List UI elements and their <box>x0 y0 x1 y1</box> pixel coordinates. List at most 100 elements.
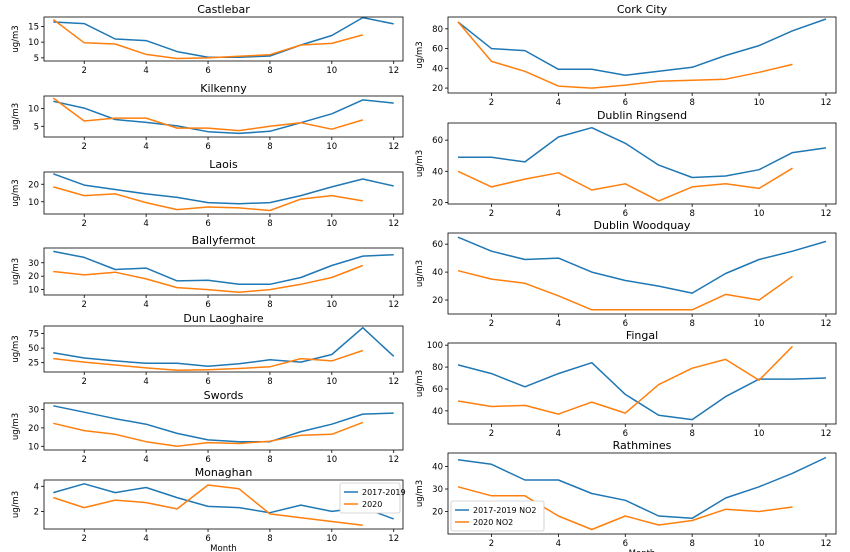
series-line-0 <box>53 326 395 367</box>
plot-frame <box>43 171 404 215</box>
series-line-0 <box>53 405 394 443</box>
legend: 2017-2019 2020 <box>339 482 406 514</box>
x-tick-label: 10 <box>326 534 337 544</box>
x-tick-label: 2 <box>82 534 87 544</box>
y-tick-label: 20 <box>432 508 443 518</box>
x-tick-label: 6 <box>623 209 628 219</box>
panel-dun-laoghaire: Dun Laoghaire 2 4 6 8 10 12 25 50 75 ug/m3 <box>11 312 404 387</box>
x-tick-label: 4 <box>143 219 148 229</box>
x-axis-label: Month <box>210 544 237 552</box>
x-tick-label: 2 <box>82 300 87 310</box>
x-tick-label: 2 <box>489 429 494 439</box>
x-tick-label: 4 <box>143 534 148 544</box>
x-tick-label: 2 <box>489 98 494 108</box>
x-tick-label: 4 <box>143 142 148 152</box>
panel-monaghan: Monaghan 2 4 6 8 10 12 2 4 ug/m3 Month 2017-2019 202… <box>11 466 406 552</box>
series-line-1 <box>457 21 793 89</box>
x-tick-label: 8 <box>689 539 694 549</box>
y-tick-label: 60 <box>432 136 443 146</box>
y-axis-label: ug/m3 <box>11 258 21 285</box>
y-tick-label: 40 <box>432 64 443 74</box>
legend-label-1: 2020 <box>362 500 382 509</box>
x-tick-label: 12 <box>821 319 832 329</box>
series-line-0 <box>53 16 394 58</box>
x-tick-label: 2 <box>489 539 494 549</box>
x-tick-label: 6 <box>205 377 210 387</box>
y-axis-label: ug/m3 <box>415 480 425 507</box>
series-line-1 <box>457 167 793 202</box>
x-tick-label: 6 <box>205 534 210 544</box>
x-tick-label: 4 <box>143 300 148 310</box>
x-tick-label: 8 <box>267 377 272 387</box>
x-tick-label: 10 <box>326 455 337 465</box>
panel-title: Dublin Woodquay <box>594 219 691 232</box>
x-tick-label: 12 <box>821 209 832 219</box>
panel-laois: Laois 2 4 6 8 10 12 10 20 ug/m3 <box>11 158 404 229</box>
y-tick-label: 20 <box>432 84 443 94</box>
y-axis-label: ug/m3 <box>11 335 21 362</box>
y-tick-label: 80 <box>432 363 443 373</box>
series-line-0 <box>53 250 394 286</box>
series-line-1 <box>52 97 364 132</box>
y-tick-label: 4 <box>34 482 39 492</box>
x-tick-label: 6 <box>623 319 628 329</box>
y-tick-label: 20 <box>28 424 39 434</box>
y-axis-label: ug/m3 <box>415 150 425 177</box>
x-tick-label: 6 <box>205 142 210 152</box>
panel-title: Monaghan <box>195 466 253 479</box>
y-axis-label: ug/m3 <box>415 260 425 287</box>
x-tick-label: 6 <box>205 66 210 76</box>
x-tick-label: 12 <box>388 219 399 229</box>
x-tick-label: 2 <box>82 142 87 152</box>
y-tick-label: 10 <box>28 38 39 48</box>
y-tick-label: 40 <box>432 463 443 473</box>
x-tick-label: 4 <box>143 377 148 387</box>
legend-label-1: 2020 NO2 <box>473 518 513 527</box>
series-line-0 <box>457 236 827 294</box>
x-tick-label: 10 <box>326 142 337 152</box>
x-tick-label: 4 <box>556 98 561 108</box>
plot-frame <box>43 95 404 138</box>
y-tick-label: 20 <box>432 198 443 208</box>
x-tick-label: 8 <box>267 300 272 310</box>
panel-fingal: Fingal 2 4 6 8 10 12 40 60 80 100 ug/m3 <box>415 329 837 439</box>
y-tick-label: 10 <box>28 442 39 452</box>
legend-label-0: 2017-2019 <box>362 488 406 497</box>
x-tick-label: 6 <box>205 219 210 229</box>
x-tick-label: 2 <box>82 377 87 387</box>
series-line-1 <box>457 345 794 415</box>
panel-title: Dublin Ringsend <box>597 109 687 122</box>
panel-title: Rathmines <box>613 439 672 452</box>
x-tick-label: 2 <box>82 219 87 229</box>
plot-frame <box>43 402 404 451</box>
x-tick-label: 10 <box>754 98 765 108</box>
panel-kilkenny: Kilkenny 2 4 6 8 10 12 5 10 ug/m3 <box>11 82 404 152</box>
panel-title: Fingal <box>626 329 658 342</box>
y-axis-label: ug/m3 <box>11 413 21 440</box>
x-tick-label: 12 <box>388 377 399 387</box>
plot-frame <box>447 342 837 425</box>
x-tick-label: 8 <box>267 534 272 544</box>
y-tick-label: 2 <box>34 507 39 517</box>
y-axis-label: ug/m3 <box>11 491 21 518</box>
series-line-1 <box>53 264 364 294</box>
panel-swords: Swords 2 4 6 8 10 12 10 20 30 ug/m3 <box>11 389 404 465</box>
series-line-1 <box>53 421 364 448</box>
legend-label-0: 2017-2019 NO2 <box>473 506 537 515</box>
panel-title: Castlebar <box>197 3 250 16</box>
series-line-0 <box>457 456 827 520</box>
x-tick-label: 12 <box>388 455 399 465</box>
y-tick-label: 25 <box>28 359 39 369</box>
x-tick-label: 10 <box>326 66 337 76</box>
x-tick-label: 6 <box>623 429 628 439</box>
x-tick-label: 12 <box>821 429 832 439</box>
x-tick-label: 8 <box>267 455 272 465</box>
x-tick-label: 2 <box>82 455 87 465</box>
panel-dublin-woodquay: Dublin Woodquay 2 4 6 8 10 12 20 40 60 ug/m3 <box>415 219 837 329</box>
panel-title: Dun Laoghaire <box>183 312 264 325</box>
y-tick-label: 5 <box>34 122 39 132</box>
plot-frame <box>447 16 837 94</box>
x-tick-label: 10 <box>754 429 765 439</box>
x-tick-label: 10 <box>754 539 765 549</box>
x-tick-label: 6 <box>205 455 210 465</box>
